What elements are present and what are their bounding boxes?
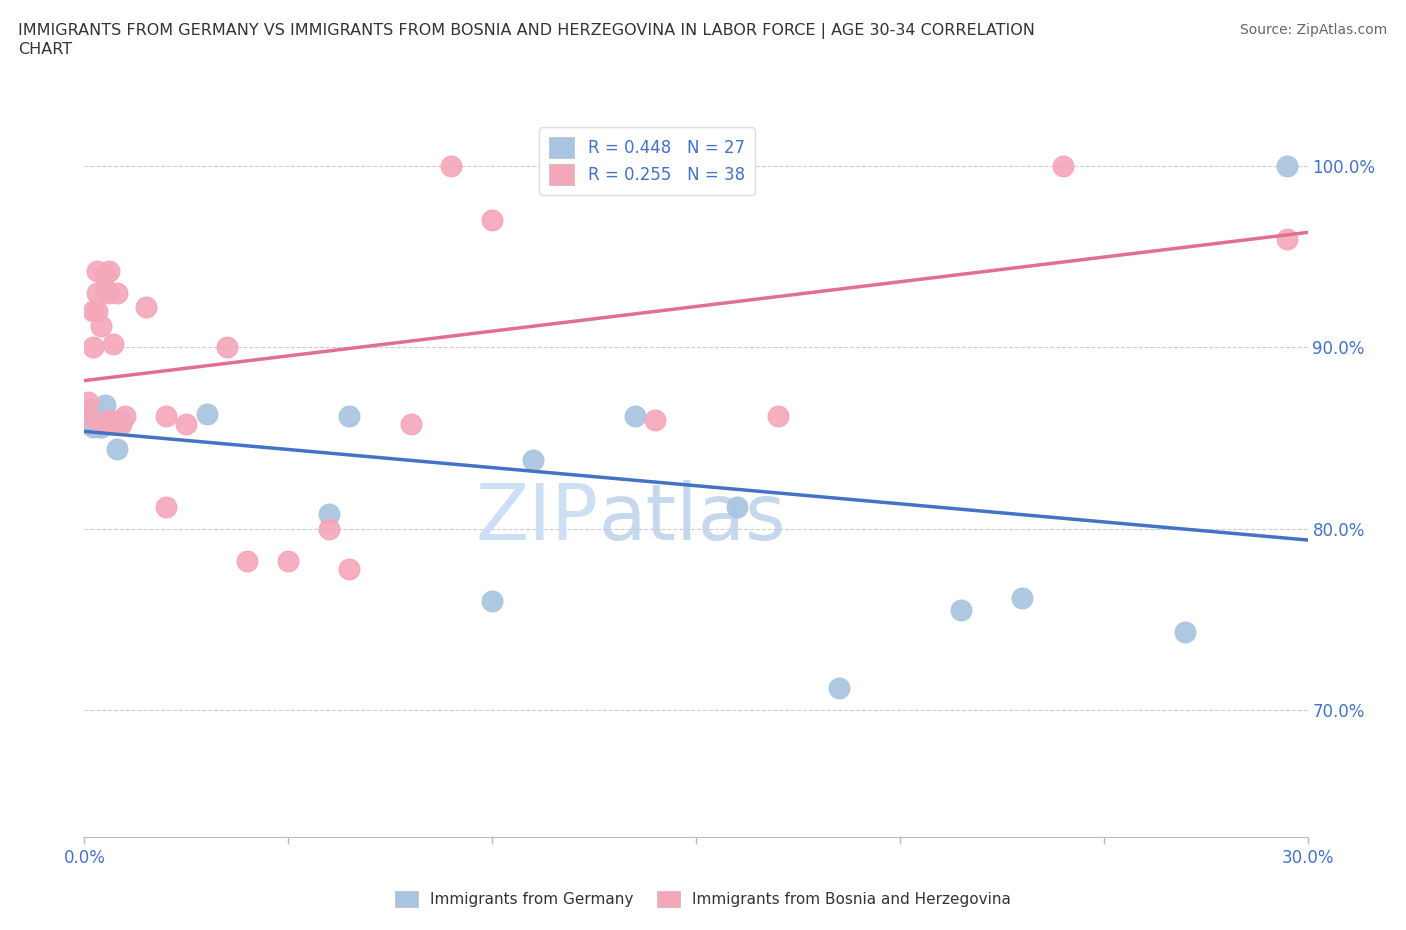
Point [97,413,120,428]
Point [77,394,100,409]
Point [82,402,104,417]
Point [1052,158,1074,173]
Point [155,499,177,514]
Point [110,416,132,431]
Point [97,264,120,279]
Point [318,507,340,522]
Point [725,499,748,514]
Point [101,337,124,352]
Point [236,554,259,569]
Point [644,413,666,428]
Point [82,339,104,354]
Point [1277,231,1299,246]
Point [1277,158,1299,173]
Text: Source: ZipAtlas.com: Source: ZipAtlas.com [1240,23,1388,37]
Point [217,339,239,354]
Point [155,409,177,424]
Point [624,409,647,424]
Point [277,554,299,569]
Point [174,416,197,431]
Point [86,264,108,279]
Point [481,593,503,608]
Legend: R = 0.448   N = 27, R = 0.255   N = 38: R = 0.448 N = 27, R = 0.255 N = 38 [540,127,755,194]
Point [77,409,100,424]
Point [105,286,128,300]
Text: atlas: atlas [598,480,786,556]
Text: IMMIGRANTS FROM GERMANY VS IMMIGRANTS FROM BOSNIA AND HERZEGOVINA IN LABOR FORCE: IMMIGRANTS FROM GERMANY VS IMMIGRANTS FR… [18,23,1035,57]
Point [1174,625,1197,640]
Point [93,268,115,283]
Point [86,286,108,300]
Point [766,409,789,424]
Point [77,402,100,417]
Point [82,303,104,318]
Point [77,409,100,424]
Point [440,158,463,173]
Point [828,681,851,696]
Point [562,158,585,173]
Point [105,442,128,457]
Point [86,303,108,318]
Point [339,561,361,576]
Legend: Immigrants from Germany, Immigrants from Bosnia and Herzegovina: Immigrants from Germany, Immigrants from… [389,884,1017,913]
Point [603,158,626,173]
Point [93,282,115,297]
Point [481,213,503,228]
Point [339,409,361,424]
Point [522,452,544,467]
Point [86,416,108,431]
Point [97,413,120,428]
Point [93,416,115,431]
Point [97,286,120,300]
Point [93,398,115,413]
Point [90,419,112,434]
Point [1011,591,1033,605]
Point [135,300,157,315]
Point [114,409,136,424]
Point [90,318,112,333]
Text: ZIP: ZIP [475,480,598,556]
Point [86,413,108,428]
Point [399,416,422,431]
Point [77,416,100,431]
Point [110,413,132,428]
Point [101,416,124,431]
Point [82,419,104,434]
Point [950,603,973,618]
Point [195,407,218,422]
Point [90,419,112,434]
Point [101,416,124,431]
Point [90,416,112,431]
Point [318,521,340,536]
Point [82,409,104,424]
